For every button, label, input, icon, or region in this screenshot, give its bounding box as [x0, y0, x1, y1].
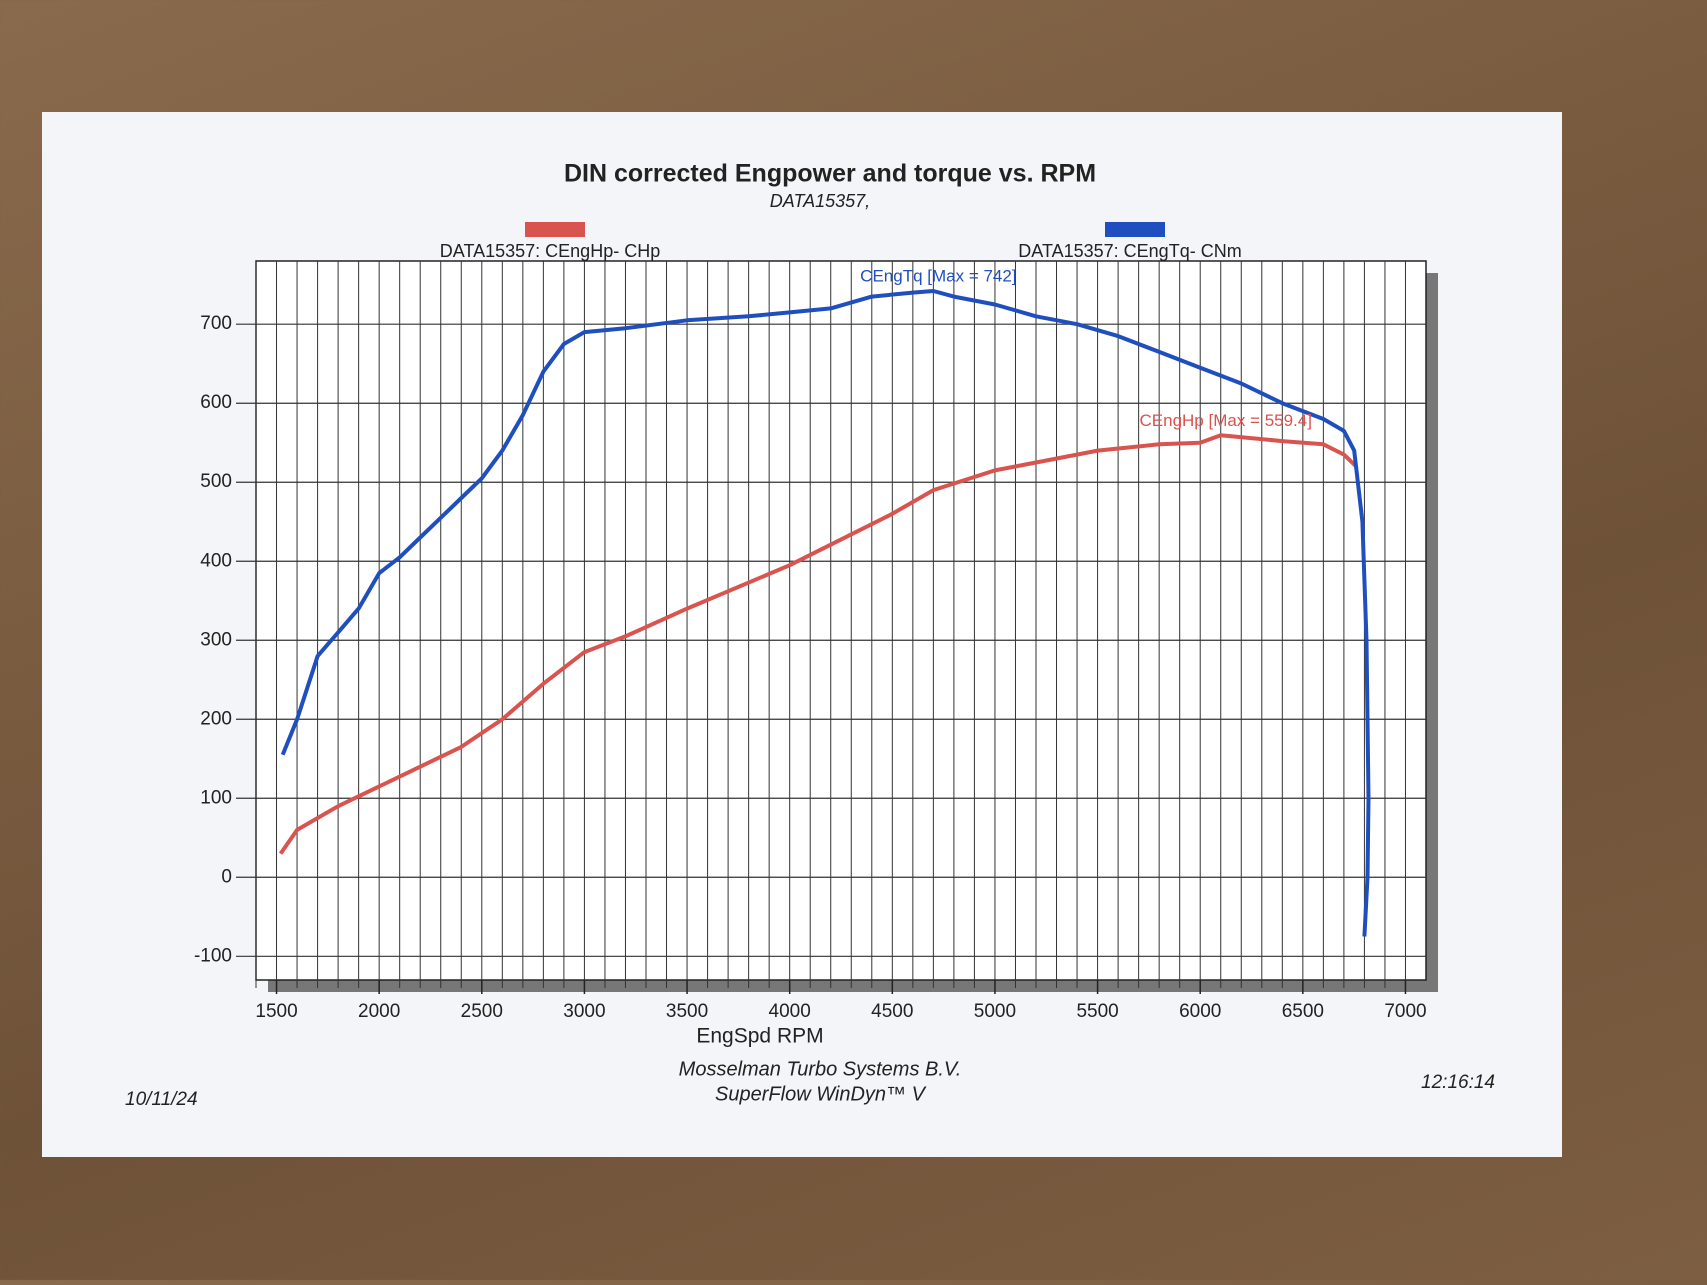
footer-line: SuperFlow WinDyn™ V [715, 1083, 927, 1105]
x-tick-label: 1500 [255, 1001, 297, 1022]
series-line [278, 433, 1358, 855]
date: 10/11/24 [125, 1089, 198, 1110]
time: 12:16:14 [1421, 1072, 1495, 1093]
x-tick-label: 5000 [974, 1001, 1016, 1022]
y-tick-label: 300 [200, 629, 232, 650]
x-tick-label: 3500 [666, 1001, 708, 1022]
y-tick-label: 700 [200, 313, 232, 334]
x-tick-label: 4500 [871, 1001, 913, 1022]
x-tick-label: 7000 [1384, 1001, 1426, 1022]
legend-swatch [1105, 222, 1165, 237]
plot-area [255, 260, 1427, 981]
x-tick-label: 2500 [461, 1001, 503, 1022]
y-tick-label: 0 [221, 866, 232, 887]
annotation: CEngHp [Max = 559.4] [1140, 411, 1312, 430]
legend-swatch [525, 222, 585, 237]
y-tick-label: -100 [194, 945, 232, 966]
chart-title: DIN corrected Engpower and torque vs. RP… [564, 160, 1096, 188]
x-tick-label: 5500 [1076, 1001, 1118, 1022]
y-tick-label: 600 [200, 392, 232, 413]
x-tick-label: 3000 [563, 1001, 605, 1022]
x-tick-label: 6000 [1179, 1001, 1221, 1022]
x-tick-label: 4000 [769, 1001, 811, 1022]
x-axis-label: EngSpd RPM [696, 1025, 823, 1048]
legend-label: DATA15357: CEngTq- CNm [1018, 241, 1241, 261]
legend-label: DATA15357: CEngHp- CHp [440, 241, 660, 261]
series-line [280, 289, 1371, 937]
x-tick-label: 6500 [1282, 1001, 1324, 1022]
y-tick-label: 200 [200, 708, 232, 729]
footer-line: Mosselman Turbo Systems B.V. [679, 1058, 962, 1080]
chart-subtitle: DATA15357, [770, 191, 870, 211]
y-tick-label: 100 [200, 787, 232, 808]
x-tick-label: 2000 [358, 1001, 400, 1022]
y-tick-label: 400 [200, 550, 232, 571]
y-tick-label: 500 [200, 471, 232, 492]
annotation: CEngTq [Max = 742] [860, 267, 1016, 286]
